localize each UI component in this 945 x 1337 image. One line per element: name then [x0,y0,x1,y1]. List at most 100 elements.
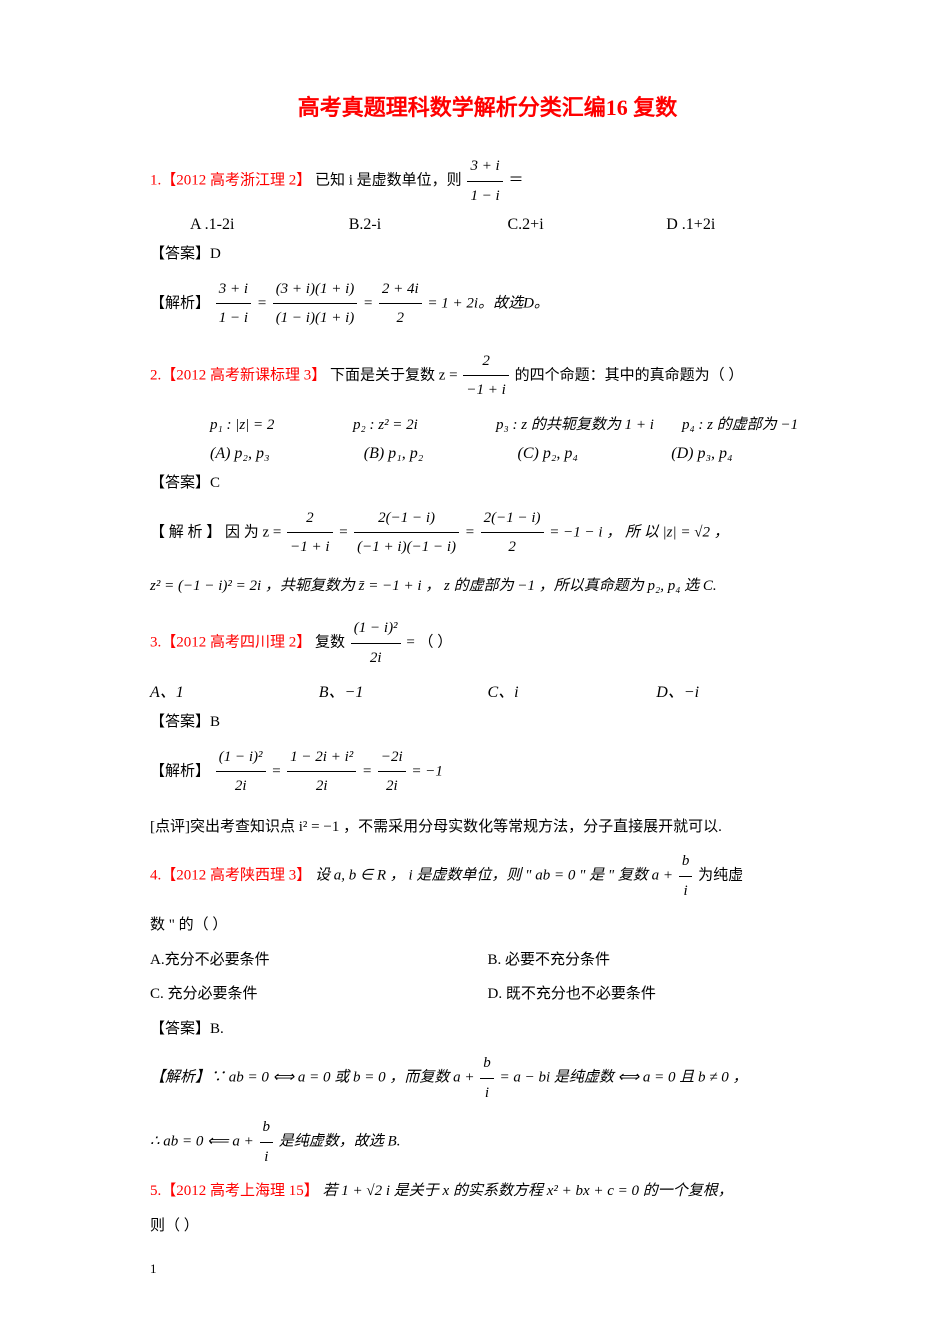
q1-opt-a: A .1-2i [190,216,349,234]
q4-opts-row2: C. 充分必要条件 D. 既不充分也不必要条件 [150,980,825,1009]
q1-sol-f2-n: (3 + i)(1 + i) [273,275,358,305]
q4-frac: b i [679,847,693,905]
q5-stem-a: 若 1 + √2 i 是关于 x 的实系数方程 x² + bx + c = 0 … [323,1183,733,1199]
q2-opt-c: (C) p₂, p₄ [518,445,672,463]
q4-stem-b: 为纯虚 [698,867,743,883]
q1-sol-eq1: = [257,295,271,311]
q1-sol-f1-n: 3 + i [216,275,251,305]
q3sf2d: 2i [287,772,356,801]
q1-opt-b: B.2-i [349,216,508,234]
q2-frac-n: 2 [463,347,508,377]
q2-opt-b: (B) p₁, p₂ [364,445,518,463]
q4sf2d: i [260,1143,274,1172]
q1-stem-a: 已知 i 是虚数单位，则 [315,172,462,188]
q3sf2n: 1 − 2i + i² [287,743,356,773]
q3-frac-n: (1 − i)² [351,614,401,644]
q4-answer: 【答案】B. [150,1015,825,1044]
q1-sol-f3-d: 2 [379,304,422,333]
q4-opts-row1: A.充分不必要条件 B. 必要不充分条件 [150,946,825,975]
q5-stem-b: 则（ ） [150,1212,825,1241]
q4-opt-d: D. 既不充分也不必要条件 [488,980,826,1009]
q1-sol-tail: = 1 + 2i。故选D。 [427,295,549,311]
q3-opt-d: D、−i [656,678,825,702]
q3-opt-c: C、i [488,678,657,702]
q2-sol-f3: 2(−1 − i) 2 [481,504,544,562]
q3-stem: 3.【2012 高考四川理 2】 复数 (1 − i)² 2i = （ ） [150,614,825,672]
q2-sf1d: −1 + i [287,533,332,562]
q2-sf3n: 2(−1 − i) [481,504,544,534]
q1-answer: 【答案】D [150,240,825,269]
q2-sol-f1: 2 −1 + i [287,504,332,562]
q3-note: [点评]突出考查知识点 i² = −1 ，不需采用分母实数化等常规方法，分子直接… [150,813,825,842]
q3-options: A、1 B、−1 C、i D、−i [150,678,825,702]
q2-frac-d: −1 + i [463,376,508,405]
q1-sol-eq2: = [363,295,377,311]
q2-sol-line1: 【 解 析 】 因 为 z = 2 −1 + i = 2(−1 − i) (−1… [150,504,825,562]
q3-sf1: (1 − i)² 2i [216,743,266,801]
q3-solution: 【解析】 (1 − i)² 2i = 1 − 2i + i² 2i = −2i … [150,743,825,801]
q2-seq2: = [465,524,479,540]
q1-sol-f2-d: (1 − i)(1 + i) [273,304,358,333]
q4-sol-b: = a − bi 是纯虚数 ⟺ a = 0 且 b ≠ 0 ， [500,1069,748,1085]
q4fn: b [679,847,693,877]
q3stail: = −1 [411,763,443,779]
q1-sol-f3-n: 2 + 4i [379,275,422,305]
q4-sol-line2: ∴ ab = 0 ⟸ a + b i 是纯虚数，故选 B. [150,1113,825,1171]
q4sf2n: b [260,1113,274,1143]
q4-sol-d: 是纯虚数，故选 B. [279,1133,401,1149]
q2-frac: 2 −1 + i [463,347,508,405]
q3-sf3: −2i 2i [378,743,406,801]
q2-opt-d: (D) p₃, p₄ [671,445,825,463]
q4-sol-f2: b i [260,1113,274,1171]
q2-seq1: = [338,524,352,540]
q3-frac: (1 − i)² 2i [351,614,401,672]
q3-sf2: 1 − 2i + i² 2i [287,743,356,801]
q3-tag: 3.【2012 高考四川理 2】 [150,634,311,650]
q2-sol-line2: z² = (−1 − i)² = 2i ，共轭复数为 z̄ = −1 + i ，… [150,572,825,601]
q4-opt-c: C. 充分必要条件 [150,980,488,1009]
q1-solution: 【解析】 3 + i 1 − i = (3 + i)(1 + i) (1 − i… [150,275,825,333]
q1-sol-f1-d: 1 − i [216,304,251,333]
q2-stem: 2.【2012 高考新课标理 3】 下面是关于复数 z = 2 −1 + i 的… [150,347,825,405]
q5-tag: 5.【2012 高考上海理 15】 [150,1183,319,1199]
q4-stem-a: 设 a, b ∈ R ， i 是虚数单位，则 " ab = 0 " 是 " 复数… [315,867,677,883]
q2-p2: p₂ : z² = 2i [353,411,496,440]
q4-opt-a: A.充分不必要条件 [150,946,488,975]
q4-stem: 4.【2012 高考陕西理 3】 设 a, b ∈ R ， i 是虚数单位，则 … [150,847,825,905]
q2-sol-f2: 2(−1 − i) (−1 + i)(−1 − i) [354,504,459,562]
q2-stail1: = −1 − i ， 所 以 |z| = √2 ， [549,524,728,540]
q1-opt-d: D .1+2i [666,216,825,234]
q2-options: (A) p₂, p₃ (B) p₁, p₂ (C) p₂, p₄ (D) p₃,… [210,445,825,463]
q2-stem-b: 的四个命题：其中的真命题为（ ） [515,367,744,383]
q3sf3d: 2i [378,772,406,801]
q1-frac-den: 1 − i [467,182,502,211]
q1-frac-num: 3 + i [467,152,502,182]
q2-sf2d: (−1 + i)(−1 − i) [354,533,459,562]
q3sf1n: (1 − i)² [216,743,266,773]
q2-props: p₁ : |z| = 2 p₂ : z² = 2i p₃ : z 的共轭复数为 … [210,411,825,440]
q3sf1d: 2i [216,772,266,801]
q2-opt-a: (A) p₂, p₃ [210,445,364,463]
q4-sol-f1: b i [480,1049,494,1107]
q1-stem-b: ＝ [508,172,523,188]
q3-stem-b: = （ ） [406,634,452,650]
q2-stem-a: 下面是关于复数 z = [330,367,461,383]
q1-sol-f2: (3 + i)(1 + i) (1 − i)(1 + i) [273,275,358,333]
q4-opt-b: B. 必要不充分条件 [488,946,826,975]
q2-sf2n: 2(−1 − i) [354,504,459,534]
q3-sol-label: 【解析】 [150,763,210,779]
q1-sol-f3: 2 + 4i 2 [379,275,422,333]
page-title: 高考真题理科数学解析分类汇编16 复数 [150,90,825,122]
q2-p1: p₁ : |z| = 2 [210,411,353,440]
q2-answer: 【答案】C [150,469,825,498]
q2-sf1n: 2 [287,504,332,534]
q1-frac: 3 + i 1 − i [467,152,502,210]
q4sf1d: i [480,1079,494,1108]
q1-opt-c: C.2+i [508,216,667,234]
q4-sol-a: 【解析】∵ ab = 0 ⟺ a = 0 或 b = 0 ，而复数 a + [150,1069,478,1085]
q1-stem: 1.【2012 高考浙江理 2】 已知 i 是虚数单位，则 3 + i 1 − … [150,152,825,210]
q2-p3: p₃ : z 的共轭复数为 1 + i [496,411,682,440]
q4-sol-c: ∴ ab = 0 ⟸ a + [150,1133,258,1149]
q5-stem: 5.【2012 高考上海理 15】 若 1 + √2 i 是关于 x 的实系数方… [150,1177,825,1206]
q3sf3n: −2i [378,743,406,773]
